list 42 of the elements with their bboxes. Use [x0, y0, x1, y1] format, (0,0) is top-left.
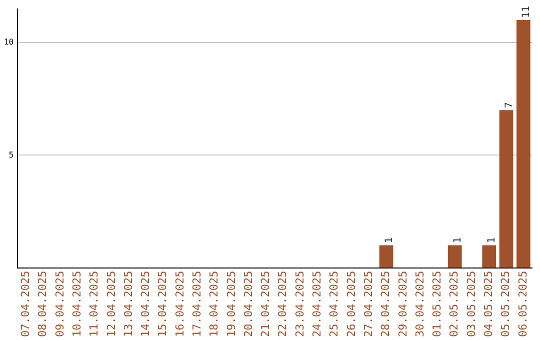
x-tick-label: 15.04.2025	[156, 270, 170, 338]
x-tick-label: 20.04.2025	[242, 270, 255, 338]
x-tick-label: 04.05.2025	[482, 270, 495, 338]
x-tick-label: 09.04.2025	[53, 270, 66, 338]
x-tick-label: 21.04.2025	[259, 270, 272, 338]
x-tick-label: 03.05.2025	[464, 270, 478, 338]
bar	[448, 245, 462, 268]
x-tick-label: 10.04.2025	[70, 270, 84, 338]
x-tick-label: 26.04.2025	[344, 270, 358, 338]
x-tick-label: 07.04.2025	[19, 270, 32, 338]
x-tick-label: 30.04.2025	[413, 270, 426, 338]
x-tick-label: 24.04.2025	[310, 270, 324, 338]
bar	[499, 110, 514, 268]
x-tick-label: 08.04.2025	[36, 270, 50, 338]
x-tick-label: 17.04.2025	[190, 270, 204, 338]
x-tick-label: 16.04.2025	[173, 270, 186, 338]
x-tick-label: 12.04.2025	[104, 270, 118, 338]
x-tick-label: 05.05.2025	[499, 270, 512, 338]
bar	[516, 20, 530, 268]
data-label: 1	[452, 237, 464, 244]
x-tick-label: 22.04.2025	[276, 270, 290, 338]
x-tick-label: 18.04.2025	[208, 270, 221, 338]
data-label: 1	[384, 237, 395, 244]
bar	[379, 245, 394, 268]
x-tick-label: 01.05.2025	[430, 270, 444, 338]
x-tick-label: 06.05.2025	[516, 270, 530, 338]
x-tick-label: 27.04.2025	[362, 270, 375, 338]
x-tick-label: 19.04.2025	[224, 270, 238, 338]
bar	[482, 245, 496, 268]
data-label: 11	[521, 6, 532, 18]
x-tick-label: 23.04.2025	[293, 270, 306, 338]
data-label: 1	[486, 237, 498, 244]
y-tick-label: 10	[4, 38, 14, 47]
x-tick-label: 02.05.2025	[448, 270, 461, 338]
x-tick-label: 25.04.2025	[328, 270, 341, 338]
x-tick-label: 11.04.2025	[88, 270, 101, 338]
data-label: 7	[504, 102, 515, 108]
x-tick-label: 29.04.2025	[396, 270, 410, 338]
x-tick-label: 14.04.2025	[139, 270, 152, 338]
x-tick-label: 13.04.2025	[122, 270, 135, 338]
x-tick-label: 28.04.2025	[379, 270, 392, 338]
y-tick-label: 5	[8, 150, 14, 160]
